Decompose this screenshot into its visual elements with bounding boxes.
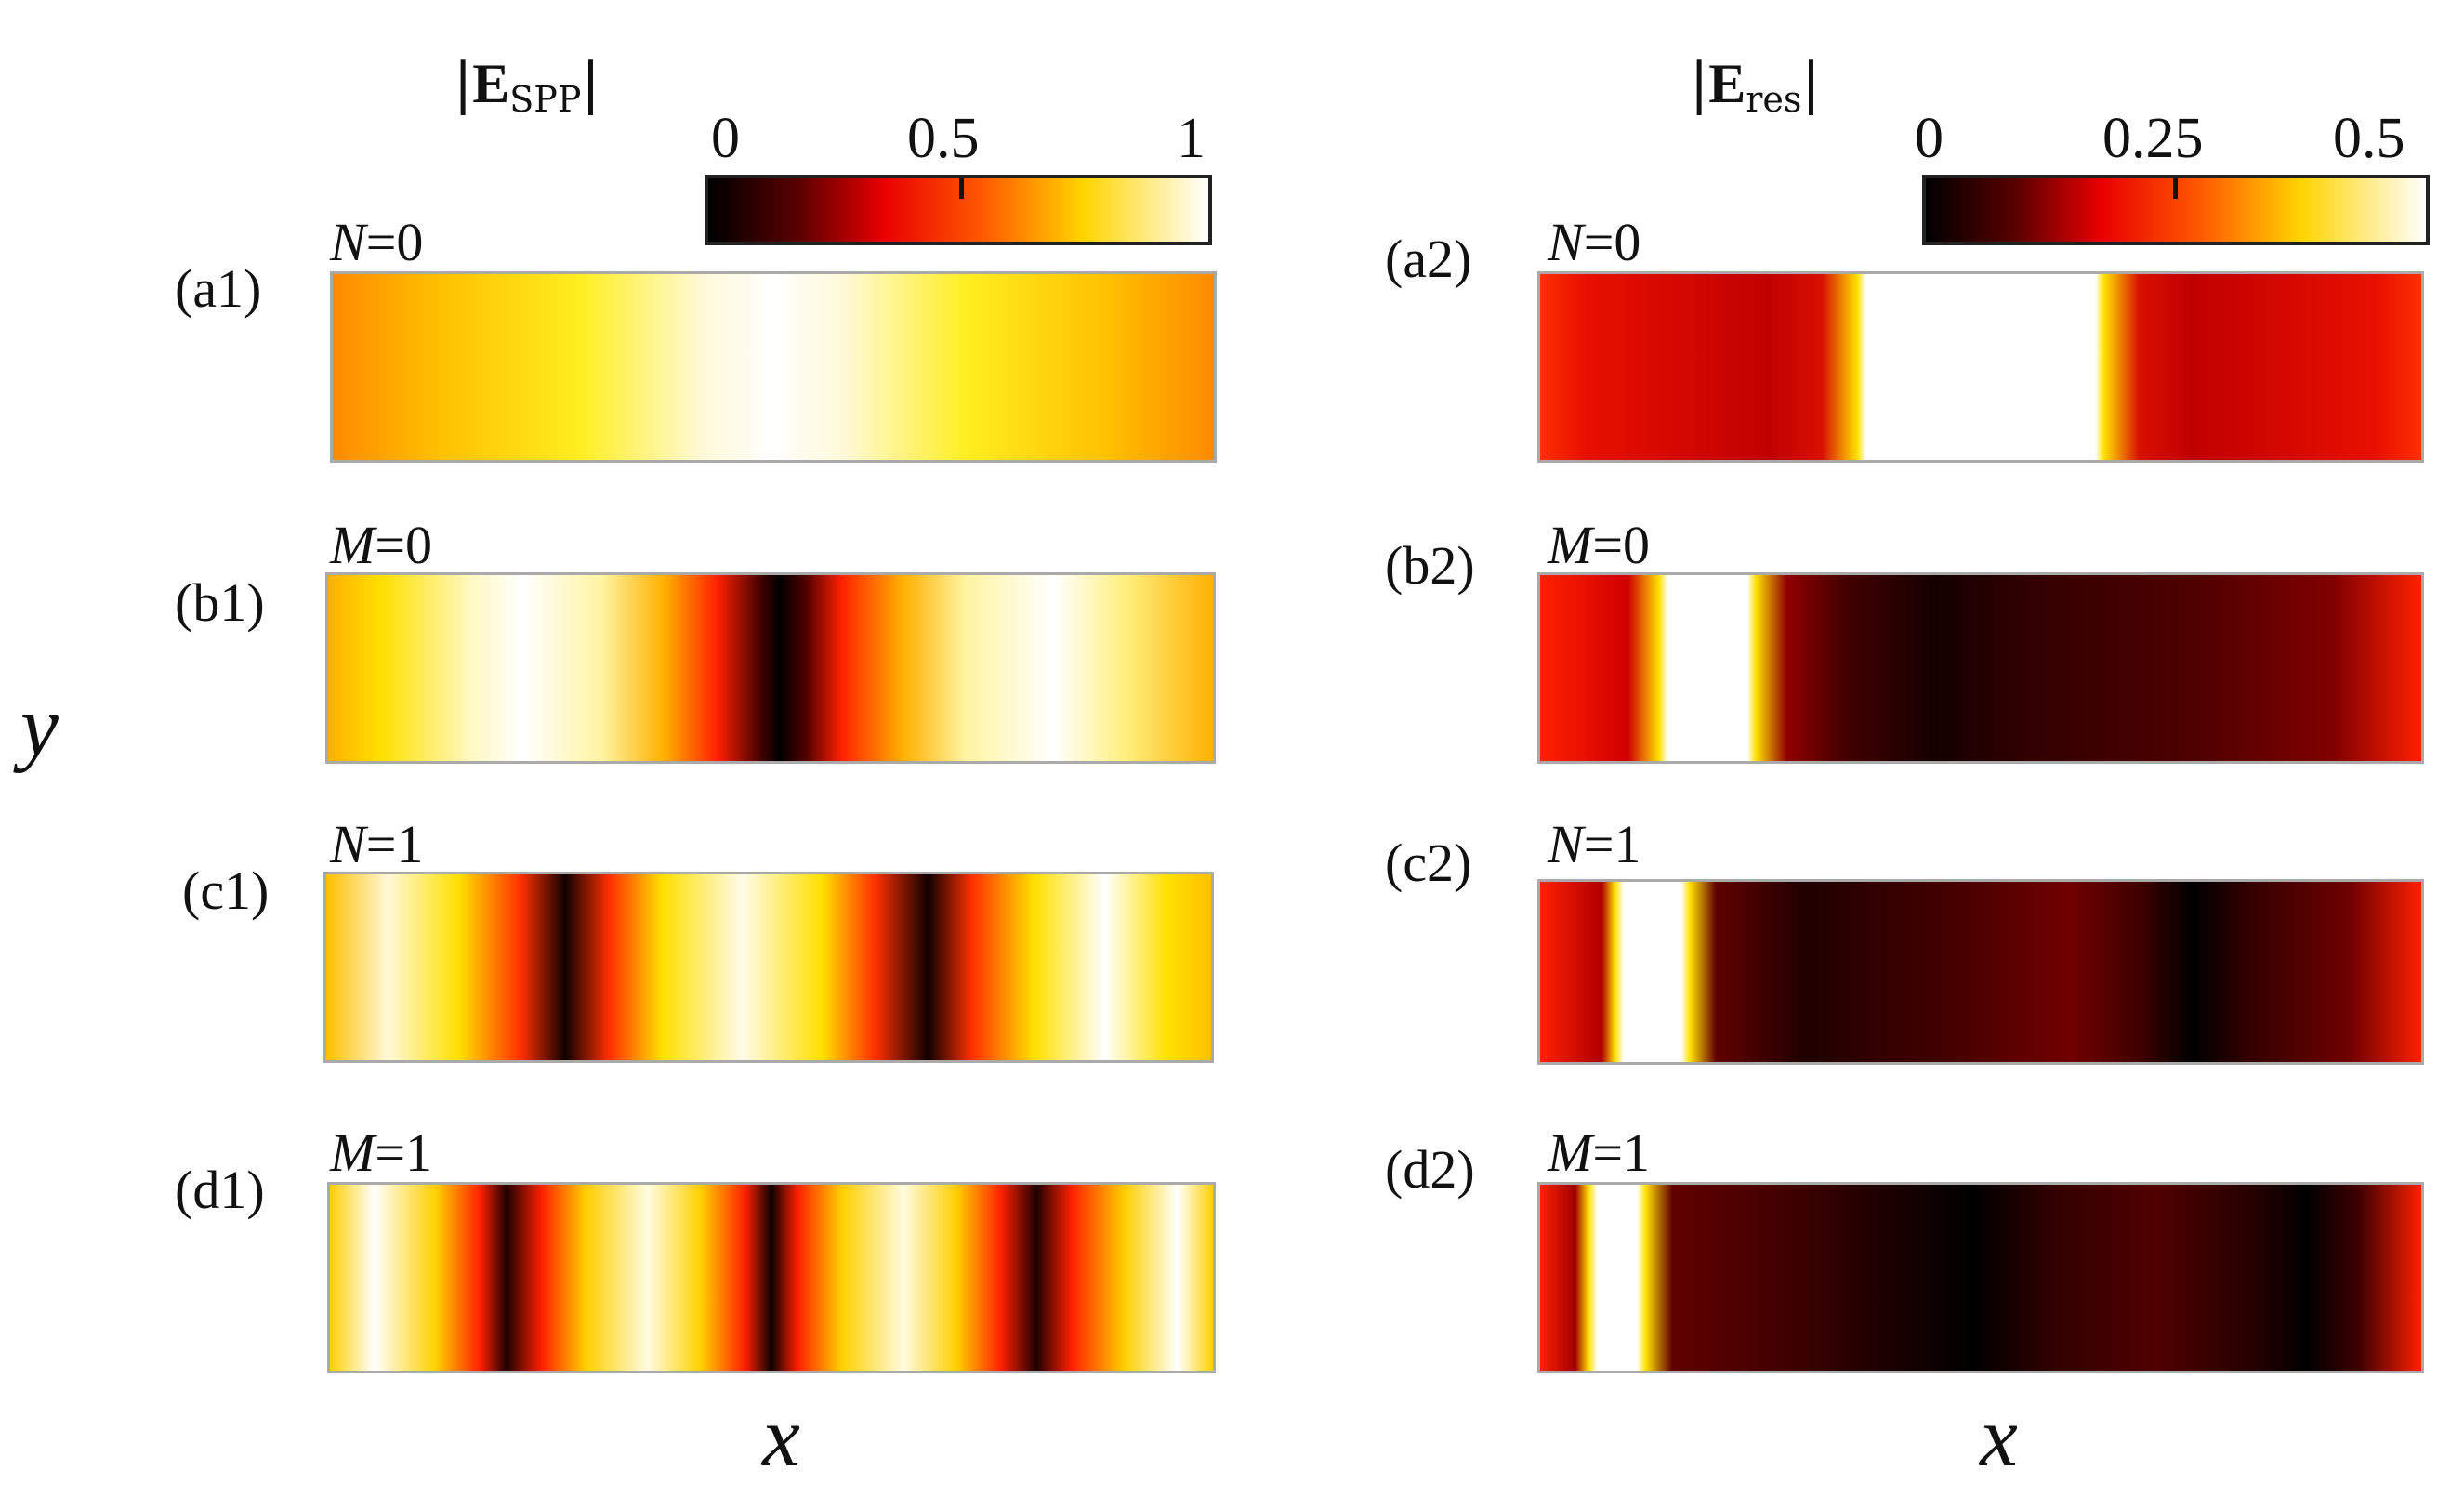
panel-label-b2: (b2) <box>1385 535 1475 596</box>
field-map-c2 <box>1537 879 2424 1065</box>
mode-label-c1: N=1 <box>330 814 424 874</box>
colorbar-right-tick-0: 0 <box>1915 107 1944 170</box>
panel-label-a2: (a2) <box>1385 229 1472 289</box>
colorbar-left-tick-mid: 0.5 <box>907 107 980 170</box>
colorbar-title-spp: |ESPP| <box>454 51 600 120</box>
field-map-a2 <box>1537 271 2424 463</box>
field-map-b1 <box>325 572 1216 764</box>
colorbar-left <box>705 175 1212 245</box>
colorbar-right-tick-max: 0.5 <box>2333 107 2405 170</box>
field-map-d1 <box>327 1182 1216 1373</box>
panel-label-a1: (a1) <box>175 258 262 319</box>
mode-label-a1: N=0 <box>330 212 424 272</box>
y-axis-label: y <box>20 678 59 773</box>
mode-label-d1: M=1 <box>330 1122 433 1183</box>
colorbar-left-tick-0: 0 <box>711 107 740 170</box>
panel-label-d1: (d1) <box>175 1160 265 1220</box>
field-map-c1 <box>323 872 1214 1063</box>
field-map-b2 <box>1537 572 2424 764</box>
mode-label-a2: N=0 <box>1548 212 1641 272</box>
field-map-a1 <box>330 271 1217 463</box>
colorbar-right <box>1922 175 2430 245</box>
x-axis-label-left: x <box>762 1389 800 1484</box>
mode-label-d2: M=1 <box>1548 1122 1651 1183</box>
panel-label-c2: (c2) <box>1385 833 1472 893</box>
colorbar-title-res: |Eres| <box>1690 51 1821 120</box>
mode-label-b1: M=0 <box>330 515 433 575</box>
mode-label-b2: M=0 <box>1548 515 1651 575</box>
panel-label-c1: (c1) <box>182 860 270 921</box>
colorbar-right-tick-mid: 0.25 <box>2102 107 2204 170</box>
x-axis-label-right: x <box>1980 1389 2018 1484</box>
panel-label-b1: (b1) <box>175 572 265 633</box>
colorbar-left-tick-max: 1 <box>1177 107 1206 170</box>
panel-label-d2: (d2) <box>1385 1139 1475 1200</box>
field-map-d2 <box>1537 1182 2424 1373</box>
mode-label-c2: N=1 <box>1548 814 1641 874</box>
